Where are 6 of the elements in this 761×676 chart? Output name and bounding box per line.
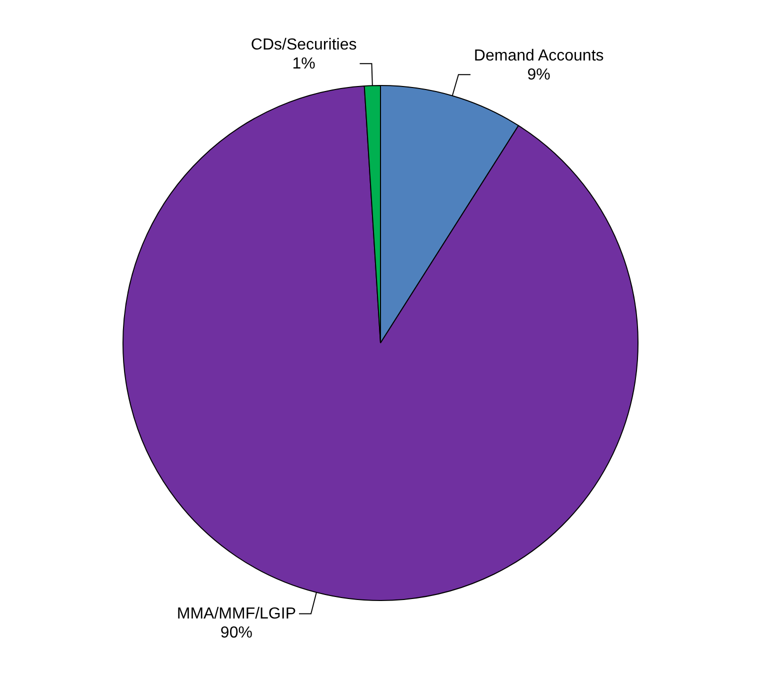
data-label: 9%: [527, 66, 550, 84]
data-label: 90%: [220, 624, 252, 642]
data-label: 1%: [292, 56, 316, 73]
slice-label: Demand Accounts: [474, 48, 604, 65]
slice-label: CDs/Securities: [250, 36, 357, 54]
slice-label: MMA/MMF/LGIP: [176, 606, 296, 623]
